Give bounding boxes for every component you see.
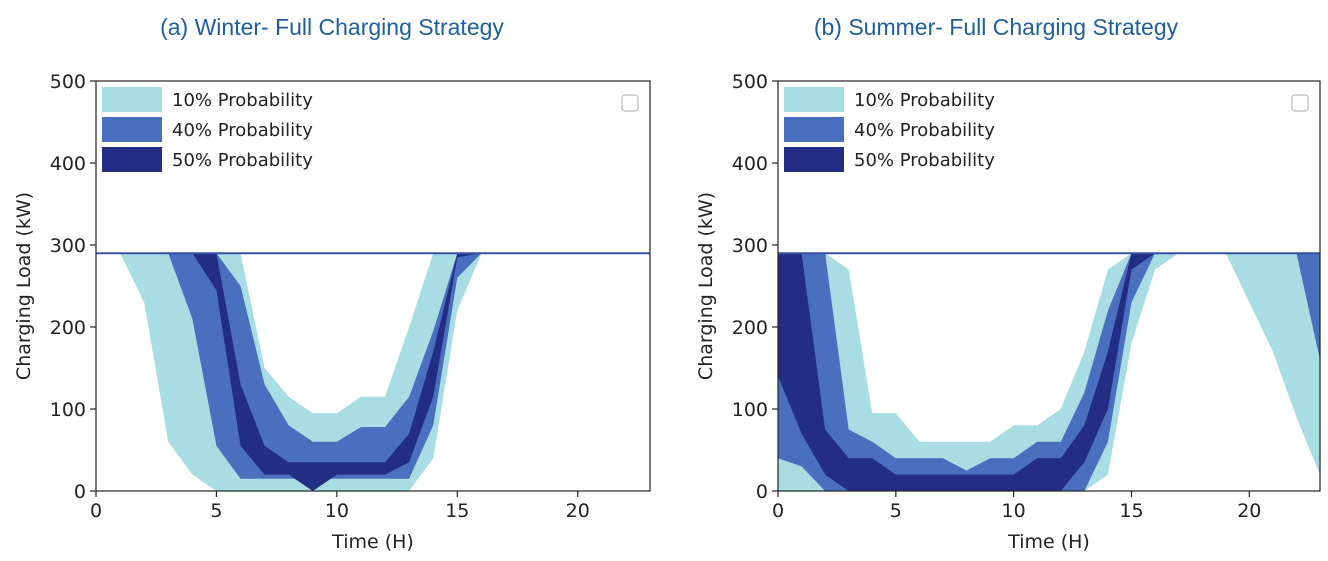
y-tick-label: 300 [50, 235, 86, 257]
chart-title: (b) Summer- Full Charging Strategy [813, 14, 1179, 40]
x-tick-label: 5 [890, 500, 902, 522]
x-tick-label: 20 [566, 500, 590, 522]
x-tick-label: 10 [325, 500, 349, 522]
x-tick-label: 10 [1002, 500, 1026, 522]
y-tick-label: 200 [50, 317, 86, 339]
legend-label: 50% Probability [172, 150, 313, 171]
band-40-probability [96, 253, 650, 479]
y-tick-label: 300 [732, 235, 768, 257]
x-tick-label: 20 [1237, 500, 1261, 522]
y-tick-label: 400 [732, 153, 768, 175]
legend-swatch [102, 117, 162, 142]
chart-svg: 0 100 200 300 400 500 0 5 10 15 20 Time (H) Charging… [13, 71, 651, 553]
band-50-probability [778, 253, 1320, 491]
y-tick-label: 400 [50, 153, 86, 175]
y-tick-label: 100 [50, 399, 86, 421]
x-tick-label: 15 [445, 500, 469, 522]
y-tick-label: 0 [756, 481, 768, 503]
y-tick-label: 500 [50, 71, 86, 93]
y-axis-label: Charging Load (kW) [13, 192, 35, 380]
legend-label: 10% Probability [854, 90, 995, 111]
x-tick-label: 15 [1119, 500, 1143, 522]
legend-swatch [102, 147, 162, 172]
legend-label: 50% Probability [854, 150, 995, 171]
legend-swatch [784, 87, 844, 112]
y-tick-label: 0 [74, 481, 86, 503]
y-axis-label: Charging Load (kW) [695, 192, 717, 380]
chart-winter: (a) Winter- Full Charging Strategy 0 100 2… [13, 14, 651, 553]
legend-swatch [784, 117, 844, 142]
empty-legend-box [1291, 94, 1309, 112]
x-axis-label: Time (H) [331, 531, 414, 553]
chart-summer: (b) Summer- Full Charging Strategy 0 100 2… [664, 0, 1328, 561]
y-tick-label: 100 [732, 399, 768, 421]
legend-swatch [102, 87, 162, 112]
plot-frame [777, 80, 1321, 492]
x-tick-label: 0 [90, 500, 102, 522]
legend-swatch [784, 147, 844, 172]
legend-label: 10% Probability [172, 90, 313, 111]
legend-label: 40% Probability [172, 120, 313, 141]
y-tick-label: 500 [732, 71, 768, 93]
y-tick-label: 200 [732, 317, 768, 339]
chart-title: (a) Winter- Full Charging Strategy [160, 14, 504, 40]
x-tick-label: 0 [772, 500, 784, 522]
chart-svg: 0 100 200 300 400 500 0 5 10 15 20 Time (H) Charging… [695, 71, 1321, 553]
x-axis-label: Time (H) [1007, 531, 1090, 553]
legend-label: 40% Probability [854, 120, 995, 141]
plot-frame [95, 80, 651, 492]
empty-legend-box [621, 94, 639, 112]
x-tick-label: 5 [210, 500, 222, 522]
